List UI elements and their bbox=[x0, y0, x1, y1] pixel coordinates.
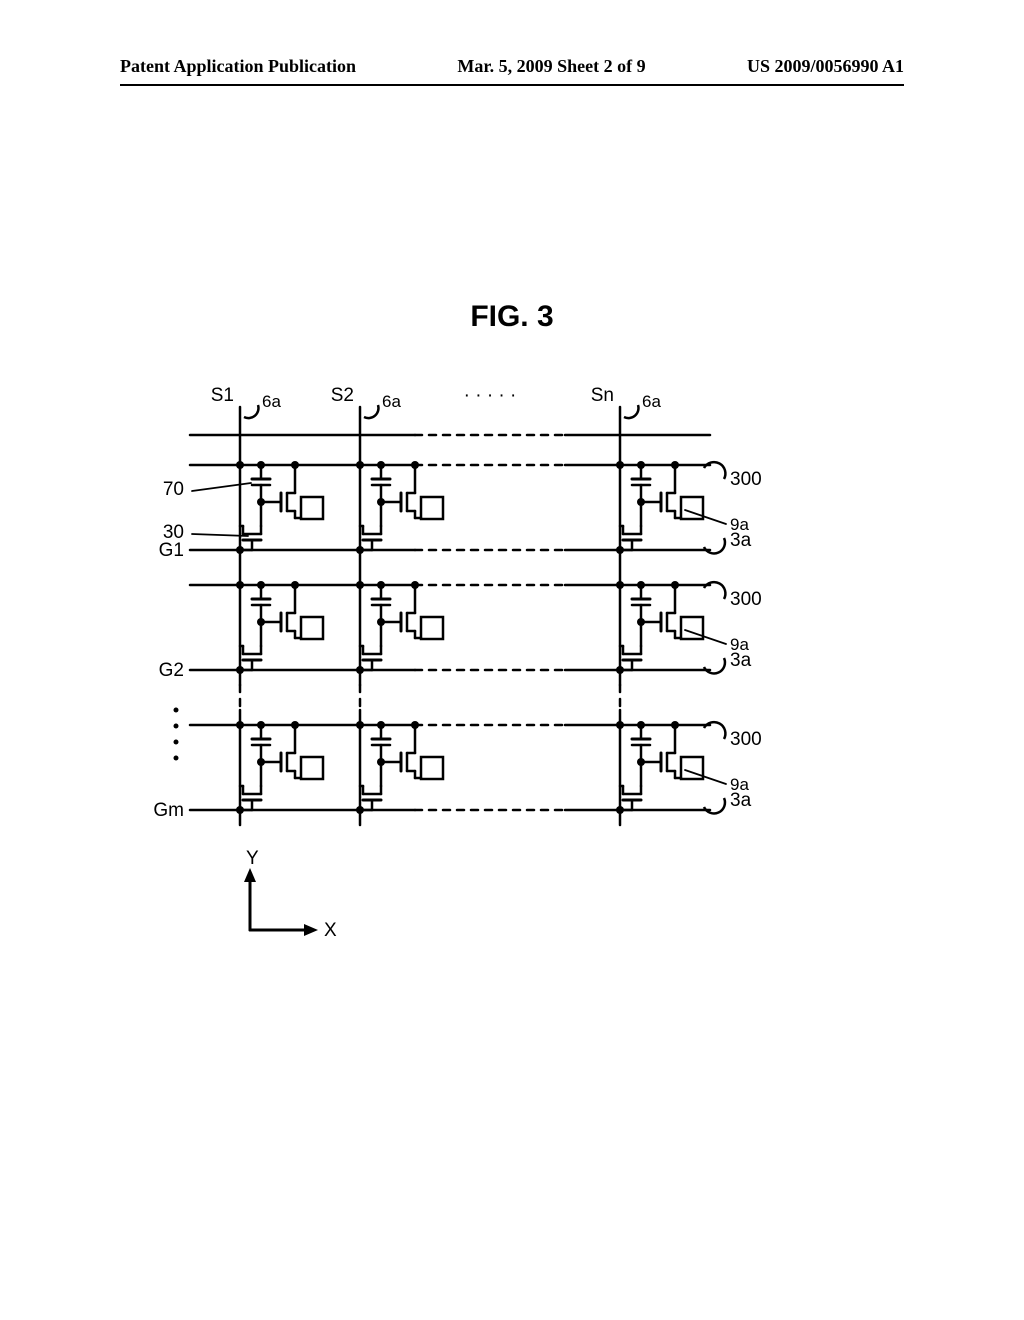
figure-title: FIG. 3 bbox=[0, 300, 1024, 334]
svg-text:3a: 3a bbox=[730, 650, 752, 671]
svg-text:300: 300 bbox=[730, 729, 762, 750]
svg-text:Y: Y bbox=[246, 848, 259, 869]
circuit-diagram: S16aS26aSn6a· · · · ·G1G2Gm70303009a3a30… bbox=[150, 380, 870, 960]
svg-text:30: 30 bbox=[163, 522, 184, 543]
svg-text:3a: 3a bbox=[730, 790, 752, 811]
header-rule bbox=[120, 84, 904, 86]
svg-text:X: X bbox=[324, 920, 337, 941]
svg-text:300: 300 bbox=[730, 589, 762, 610]
svg-text:Gm: Gm bbox=[153, 800, 184, 821]
svg-text:300: 300 bbox=[730, 469, 762, 490]
svg-text:3a: 3a bbox=[730, 530, 752, 551]
svg-text:6a: 6a bbox=[262, 392, 281, 411]
svg-text:· · · · ·: · · · · · bbox=[464, 385, 517, 406]
svg-text:6a: 6a bbox=[382, 392, 401, 411]
header-left: Patent Application Publication bbox=[120, 56, 356, 77]
svg-text:G2: G2 bbox=[159, 660, 184, 681]
svg-text:Sn: Sn bbox=[591, 385, 614, 406]
header-right: US 2009/0056990 A1 bbox=[747, 56, 904, 77]
svg-text:S2: S2 bbox=[331, 385, 354, 406]
header-center: Mar. 5, 2009 Sheet 2 of 9 bbox=[457, 56, 645, 77]
svg-text:6a: 6a bbox=[642, 392, 661, 411]
svg-text:70: 70 bbox=[163, 479, 184, 500]
svg-text:S1: S1 bbox=[211, 385, 234, 406]
svg-text:G1: G1 bbox=[159, 540, 184, 561]
